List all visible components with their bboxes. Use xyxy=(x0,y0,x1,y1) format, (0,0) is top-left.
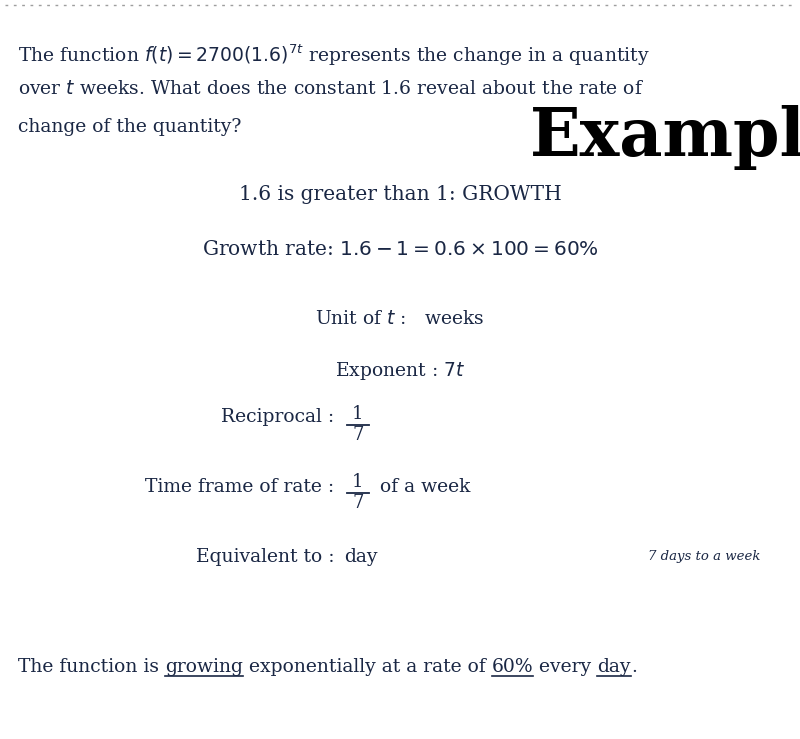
Text: change of the quantity?: change of the quantity? xyxy=(18,118,242,136)
Text: 60%: 60% xyxy=(492,658,534,676)
Text: growing: growing xyxy=(165,658,243,676)
Text: every: every xyxy=(534,658,598,676)
Text: 1.6 is greater than 1: GROWTH: 1.6 is greater than 1: GROWTH xyxy=(238,185,562,204)
Text: Equivalent to :: Equivalent to : xyxy=(195,548,340,566)
Text: The function $f(t) = 2700(1.6)^{7t}$ represents the change in a quantity: The function $f(t) = 2700(1.6)^{7t}$ rep… xyxy=(18,42,650,67)
Text: 1: 1 xyxy=(352,405,364,423)
Text: over $t$ weeks. What does the constant 1.6 reveal about the rate of: over $t$ weeks. What does the constant 1… xyxy=(18,80,644,98)
Text: The function is: The function is xyxy=(18,658,165,676)
Text: 1: 1 xyxy=(352,473,364,491)
Text: exponentially at a rate of: exponentially at a rate of xyxy=(243,658,492,676)
Text: .: . xyxy=(631,658,637,676)
Text: of a week: of a week xyxy=(374,478,470,496)
Text: 7 days to a week: 7 days to a week xyxy=(648,550,760,563)
Text: Time frame of rate :: Time frame of rate : xyxy=(145,478,340,496)
Text: Growth rate: $1.6 - 1 = 0.6 \times 100 = 60\%$: Growth rate: $1.6 - 1 = 0.6 \times 100 =… xyxy=(202,240,598,259)
Text: Example: Example xyxy=(530,105,800,170)
Text: 7: 7 xyxy=(352,494,364,512)
Text: day: day xyxy=(344,548,378,566)
Text: Reciprocal :: Reciprocal : xyxy=(221,408,340,426)
Text: day: day xyxy=(598,658,631,676)
Text: Unit of $t$ :   weeks: Unit of $t$ : weeks xyxy=(315,310,485,328)
Text: Exponent : $7t$: Exponent : $7t$ xyxy=(334,360,466,382)
Text: 7: 7 xyxy=(352,426,364,444)
